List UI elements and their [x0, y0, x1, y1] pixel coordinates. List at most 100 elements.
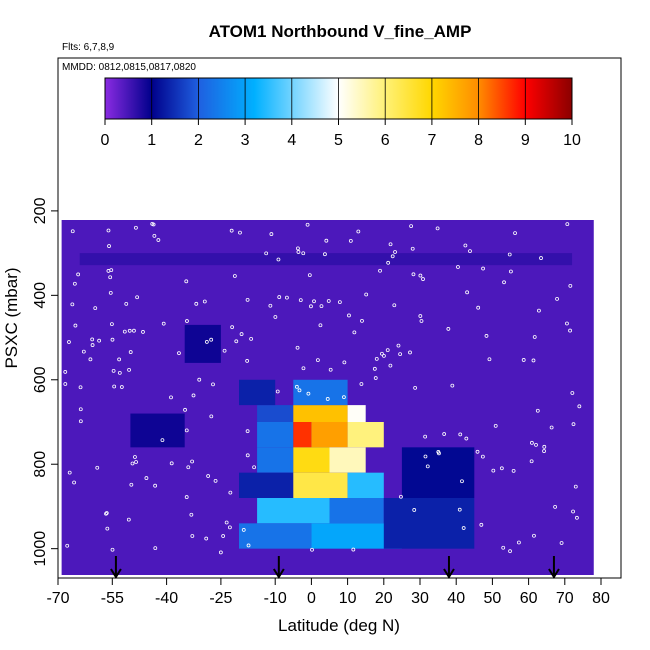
sample-point — [513, 231, 517, 235]
sample-point — [352, 330, 357, 335]
sample-point — [521, 358, 526, 362]
sample-point — [122, 329, 127, 334]
sample-point — [411, 272, 416, 277]
sample-point — [511, 468, 516, 473]
x-tick-label: -55 — [101, 590, 124, 607]
sample-point — [457, 507, 462, 512]
sample-point — [151, 222, 156, 227]
sample-point — [549, 425, 554, 430]
sample-point — [111, 368, 116, 373]
sample-point — [410, 246, 415, 251]
sample-point — [396, 343, 401, 348]
sample-point — [442, 432, 447, 436]
sample-point — [539, 256, 543, 260]
sample-point — [534, 442, 538, 447]
sample-point — [127, 367, 131, 372]
flight-arrow-head — [443, 568, 455, 579]
sample-point — [152, 233, 157, 238]
sample-point — [108, 290, 113, 295]
sample-point — [228, 490, 233, 495]
sample-point — [72, 480, 76, 485]
sample-point — [222, 348, 227, 353]
sample-point — [484, 334, 489, 338]
x-tick-label: 70 — [556, 590, 574, 607]
x-tick-label: 20 — [375, 590, 393, 607]
sample-point — [509, 269, 513, 274]
sample-point — [342, 395, 346, 400]
sample-point — [209, 337, 214, 342]
sample-point — [342, 360, 347, 365]
sample-point — [530, 440, 534, 445]
colorbar-tick-label: 7 — [427, 132, 436, 149]
heatmap-cell — [130, 413, 185, 448]
sample-point — [565, 222, 570, 227]
sample-point — [206, 474, 211, 478]
sample-point — [204, 340, 209, 344]
heatmap-cell — [257, 422, 294, 448]
sample-point — [134, 460, 138, 464]
sample-point — [460, 479, 464, 484]
sample-point — [553, 505, 557, 509]
sample-point — [380, 351, 384, 356]
sample-point — [373, 376, 378, 380]
sample-point — [542, 444, 547, 449]
sample-point — [421, 277, 425, 281]
sample-point — [323, 252, 327, 257]
sample-point — [78, 407, 83, 412]
sample-point — [436, 450, 441, 454]
heatmap-cell — [257, 447, 294, 473]
sample-point — [294, 384, 299, 389]
sample-point — [109, 322, 114, 326]
sample-point — [531, 358, 536, 363]
colorbar-tick-label: 6 — [381, 132, 390, 149]
chart-title: ATOM1 Northbound V_fine_AMP — [209, 22, 472, 41]
sample-point — [487, 357, 492, 362]
x-tick-label: 60 — [520, 590, 538, 607]
sample-point — [246, 543, 251, 548]
sample-point — [464, 436, 469, 441]
sample-point — [398, 352, 403, 356]
heatmap-cell — [347, 405, 366, 422]
sample-point — [88, 357, 93, 362]
sample-point — [364, 292, 369, 297]
heatmap-cell — [239, 523, 312, 549]
sample-point — [378, 268, 382, 273]
x-axis-label: Latitude (deg N) — [278, 616, 400, 635]
sample-point — [372, 366, 377, 371]
sample-point — [184, 279, 189, 284]
sample-point — [347, 313, 351, 318]
x-tick-label: 50 — [484, 590, 502, 607]
colorbar-tick-label: 5 — [334, 132, 343, 149]
sample-point — [307, 273, 312, 278]
heatmap-cell — [257, 498, 330, 524]
sample-point — [508, 549, 512, 554]
sample-point — [412, 508, 417, 512]
sample-point — [409, 224, 414, 228]
sample-point — [465, 290, 469, 295]
sample-point — [156, 238, 161, 242]
heatmap-cell — [239, 472, 294, 498]
sample-point — [106, 269, 111, 273]
sample-point — [318, 323, 323, 328]
sample-point — [491, 468, 496, 473]
sample-point — [190, 459, 195, 464]
sample-point — [264, 251, 269, 256]
sample-point — [117, 357, 122, 362]
sample-point — [227, 525, 232, 530]
sample-point — [312, 299, 316, 304]
x-tick-label: 80 — [592, 590, 610, 607]
sample-point — [571, 509, 575, 514]
sample-point — [575, 515, 579, 520]
sample-point — [306, 391, 311, 396]
colorbar-tick-label: 1 — [147, 132, 156, 149]
sample-point — [93, 306, 98, 311]
sample-point — [419, 319, 424, 323]
sample-point — [130, 461, 135, 466]
sample-point — [456, 265, 460, 269]
sample-point — [502, 280, 506, 285]
y-tick-label: 400 — [32, 282, 49, 309]
sample-point — [301, 366, 306, 371]
sample-point — [90, 343, 95, 347]
heatmap-band — [79, 253, 573, 266]
heatmap-cell — [329, 447, 366, 473]
